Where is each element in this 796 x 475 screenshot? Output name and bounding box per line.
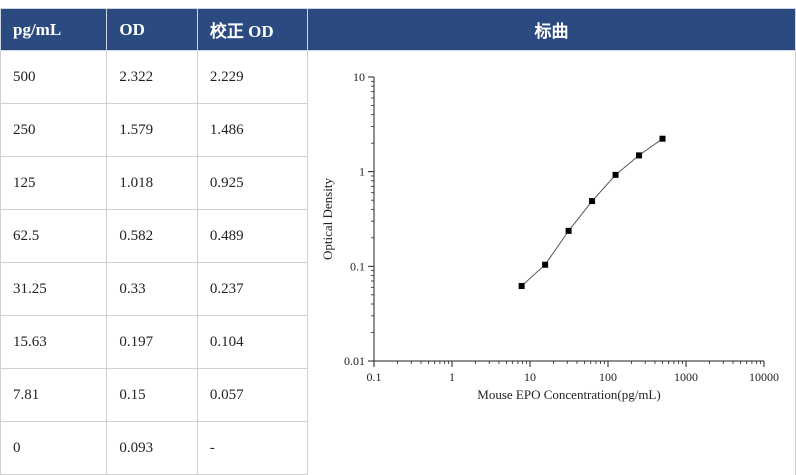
table-row: 500 2.322 2.229 0.1 1 10 100 1000 10000 10 1 0.1… xyxy=(0,50,796,475)
cell-corrected-od: 1.486 xyxy=(196,103,308,157)
cell-od: 1.579 xyxy=(106,103,198,157)
data-point xyxy=(589,198,596,205)
y-tick-label: 10 xyxy=(353,70,365,84)
data-point xyxy=(518,282,525,289)
data-point xyxy=(542,261,549,268)
cropped-caption-strip xyxy=(0,0,796,8)
cell-concentration: 250 xyxy=(0,103,108,157)
data-point xyxy=(659,135,666,142)
header-corrected-od: 校正 OD xyxy=(196,8,308,51)
cell-od: 1.018 xyxy=(106,156,198,210)
cell-concentration: 62.5 xyxy=(0,209,108,263)
x-tick-label: 10 xyxy=(524,370,536,384)
y-tick-label: 0.1 xyxy=(350,259,365,273)
table-row: 125 1.018 0.925 xyxy=(0,156,796,210)
cell-concentration: 125 xyxy=(0,156,108,210)
table-row: 250 1.579 1.486 xyxy=(0,103,796,157)
y-axis-label: Optical Density xyxy=(320,178,335,260)
cell-od: 0.33 xyxy=(106,262,198,316)
cell-corrected-od: 0.104 xyxy=(196,315,308,369)
x-tick-label: 1000 xyxy=(674,370,698,384)
y-tick-label: 0.01 xyxy=(344,354,365,368)
cell-corrected-od: 0.925 xyxy=(196,156,308,210)
cell-concentration: 31.25 xyxy=(0,262,108,316)
cell-concentration: 15.63 xyxy=(0,315,108,369)
x-tick-label: 10000 xyxy=(749,370,779,384)
cell-concentration: 7.81 xyxy=(0,368,108,422)
x-axis-label: Mouse EPO Concentration(pg/mL) xyxy=(477,387,660,402)
standard-curve-table: pg/mL OD 校正 OD 标曲 500 2.322 2.229 0.1 1 10… xyxy=(0,8,796,475)
cell-concentration: 0 xyxy=(0,421,108,475)
table-row: 7.81 0.15 0.057 xyxy=(0,368,796,422)
cell-od: 0.197 xyxy=(106,315,198,369)
chart-cell: 0.1 1 10 100 1000 10000 10 1 0.1 0.01 Mouse EPO Co… xyxy=(306,50,796,475)
header-concentration: pg/mL xyxy=(0,8,108,51)
header-standard-curve: 标曲 xyxy=(306,8,796,51)
data-point xyxy=(636,152,643,159)
table-row: 62.5 0.582 0.489 xyxy=(0,209,796,263)
y-tick-label: 1 xyxy=(359,165,365,179)
data-point xyxy=(565,227,572,234)
table-header-row: pg/mL OD 校正 OD 标曲 xyxy=(0,8,796,51)
cell-od: 0.093 xyxy=(106,421,198,475)
cell-corrected-od: - xyxy=(196,421,308,475)
cell-corrected-od: 0.237 xyxy=(196,262,308,316)
data-point xyxy=(612,171,619,178)
table-row: 15.63 0.197 0.104 xyxy=(0,315,796,369)
x-tick-label: 100 xyxy=(599,370,617,384)
cell-concentration: 500 xyxy=(0,50,108,104)
x-tick-label: 0.1 xyxy=(366,370,381,384)
cell-corrected-od: 0.057 xyxy=(196,368,308,422)
header-od: OD xyxy=(106,8,198,51)
cell-corrected-od: 0.489 xyxy=(196,209,308,263)
cell-od: 2.322 xyxy=(106,50,198,104)
cell-od: 0.582 xyxy=(106,209,198,263)
cell-corrected-od: 2.229 xyxy=(196,50,308,104)
x-tick-label: 1 xyxy=(449,370,455,384)
cell-od: 0.15 xyxy=(106,368,198,422)
